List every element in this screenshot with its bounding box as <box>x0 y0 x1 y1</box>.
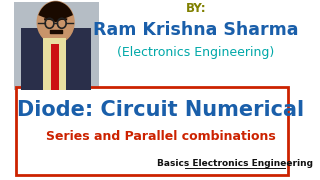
Bar <box>51 44 59 90</box>
Text: BY:: BY: <box>186 2 206 15</box>
Text: Series and Parallel combinations: Series and Parallel combinations <box>46 130 276 143</box>
Wedge shape <box>38 1 73 22</box>
Text: Ram Krishna Sharma: Ram Krishna Sharma <box>93 21 299 39</box>
Bar <box>13 2 99 90</box>
Bar <box>16 87 288 175</box>
Text: Diode: Circuit Numerical: Diode: Circuit Numerical <box>17 100 304 120</box>
Bar <box>20 28 91 90</box>
Text: Basics Electronics Engineering: Basics Electronics Engineering <box>157 159 313 168</box>
Bar <box>44 38 66 90</box>
Circle shape <box>37 1 74 43</box>
Text: (Electronics Engineering): (Electronics Engineering) <box>117 46 275 59</box>
